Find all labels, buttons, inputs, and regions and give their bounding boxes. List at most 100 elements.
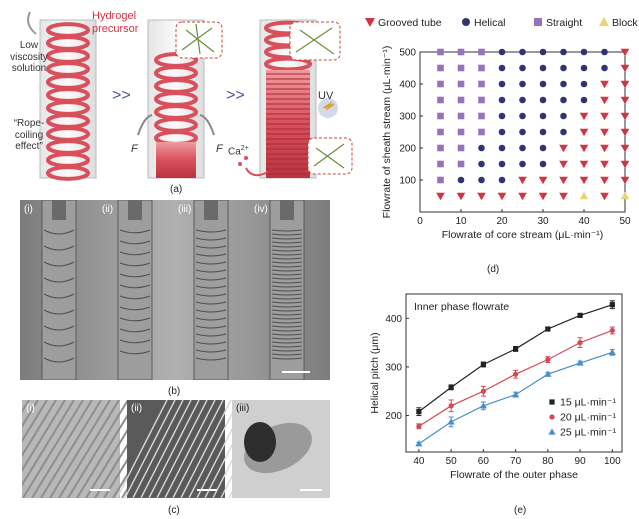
calcium-arrow bbox=[245, 167, 269, 177]
subpanel-b-iv: (iv) bbox=[254, 204, 268, 215]
data-point-straight bbox=[457, 128, 465, 136]
data-point-grooved-tube bbox=[600, 96, 609, 105]
x-tick-label-d: 30 bbox=[537, 216, 549, 227]
legend-label-d: Helical bbox=[474, 17, 506, 29]
data-point-helical bbox=[478, 176, 485, 184]
panel-b-micrographs bbox=[20, 199, 330, 381]
chart-e: 40 50 60 70 80 90 100 200 300 400 Flowrate of the … bbox=[369, 293, 623, 481]
crosslink-inset bbox=[307, 137, 353, 175]
data-point-helical bbox=[519, 144, 526, 152]
data-point-series-3 bbox=[415, 440, 423, 447]
data-point-straight bbox=[457, 160, 465, 168]
x-tick-label-e: 80 bbox=[542, 456, 554, 467]
caption-e: (e) bbox=[514, 505, 527, 516]
data-point-series-3 bbox=[576, 359, 584, 366]
hydrogel-precursor-label: Hydrogel precursor bbox=[92, 10, 139, 35]
data-point-block bbox=[620, 191, 630, 200]
data-point-helical bbox=[519, 48, 526, 56]
data-point-helical bbox=[498, 160, 506, 168]
chevron-icon-2: >> bbox=[226, 87, 245, 104]
micrograph-channels bbox=[41, 199, 305, 381]
data-point-helical bbox=[539, 48, 547, 56]
data-point-helical bbox=[498, 176, 506, 184]
data-point-grooved-tube bbox=[620, 80, 630, 89]
data-point-straight bbox=[457, 64, 465, 72]
data-point-grooved-tube bbox=[538, 192, 548, 201]
x-tick-label-e: 50 bbox=[446, 456, 458, 467]
x-tick-label-e: 90 bbox=[575, 456, 587, 467]
data-point-series-2 bbox=[545, 357, 551, 363]
x-tick-label-e: 40 bbox=[413, 456, 425, 467]
data-point-straight bbox=[437, 64, 444, 72]
legend-marker-grooved-tube bbox=[365, 18, 375, 27]
data-point-grooved-tube bbox=[620, 176, 630, 185]
data-point-grooved-tube bbox=[579, 160, 589, 169]
data-point-series-1 bbox=[513, 346, 519, 352]
data-point-helical bbox=[539, 160, 547, 168]
data-point-series-1 bbox=[577, 312, 583, 318]
data-point-series-3 bbox=[544, 370, 552, 377]
legend-label-series-2: 20 μL·min⁻¹ bbox=[560, 412, 616, 424]
data-point-series-3 bbox=[479, 402, 487, 409]
data-point-grooved-tube bbox=[579, 128, 589, 137]
data-point-helical bbox=[560, 48, 567, 56]
data-point-helical bbox=[539, 96, 547, 104]
y-tick-label-e: 300 bbox=[385, 362, 402, 373]
data-point-grooved-tube bbox=[620, 96, 630, 105]
data-point-helical bbox=[539, 80, 547, 88]
data-point-series-2 bbox=[609, 327, 615, 334]
chevron-icon-1: >> bbox=[112, 87, 131, 104]
panel-c-sem-images bbox=[22, 400, 330, 498]
sem-image-2 bbox=[127, 400, 225, 498]
chart-d: 0 10 20 30 40 50 100 200 300 400 500 Flowrate of co… bbox=[365, 17, 638, 241]
data-point-helical bbox=[519, 112, 526, 120]
data-point-series-2 bbox=[513, 371, 519, 377]
caption-b: (b) bbox=[168, 386, 181, 397]
legend-marker-helical bbox=[462, 18, 470, 26]
data-point-helical bbox=[601, 48, 608, 56]
data-point-grooved-tube bbox=[620, 112, 630, 121]
y-tick-label-d: 300 bbox=[399, 112, 416, 123]
panel-a: >> >> Low viscosity solution “Rope- coil… bbox=[0, 0, 360, 195]
subpanel-b-i: (i) bbox=[24, 204, 33, 215]
data-point-grooved-tube bbox=[600, 80, 609, 89]
data-point-series-2 bbox=[577, 340, 583, 346]
data-point-helical bbox=[498, 80, 506, 88]
lightning-icon bbox=[323, 101, 335, 111]
data-point-helical bbox=[539, 144, 547, 152]
data-point-straight bbox=[478, 128, 485, 136]
y-axis-label-d: Flowrate of sheath stream (μL·min⁻¹) bbox=[381, 46, 393, 219]
panel-c: (i) (ii) (iii) bbox=[22, 400, 330, 498]
y-tick-label-d: 500 bbox=[399, 48, 416, 59]
data-point-helical bbox=[519, 128, 526, 136]
legend-marker-series-1 bbox=[549, 399, 555, 405]
crosslink-icon bbox=[313, 143, 345, 169]
data-point-straight bbox=[437, 96, 444, 104]
data-point-grooved-tube bbox=[579, 176, 589, 185]
force-label-right: F bbox=[216, 143, 223, 155]
low-viscosity-label: Low viscosity solution bbox=[10, 40, 48, 74]
legend-marker-straight bbox=[534, 18, 542, 26]
y-tick-label-d: 200 bbox=[399, 144, 416, 155]
data-point-helical bbox=[580, 96, 588, 104]
data-point-grooved-tube bbox=[600, 144, 609, 153]
subpanel-c-i: (i) bbox=[26, 403, 35, 414]
data-point-straight bbox=[437, 48, 444, 56]
data-point-helical bbox=[539, 112, 547, 120]
data-point-straight bbox=[478, 48, 485, 56]
data-point-straight bbox=[457, 112, 465, 120]
calcium-ion-1 bbox=[238, 162, 242, 166]
data-point-grooved-tube bbox=[559, 160, 568, 169]
data-point-straight bbox=[457, 48, 465, 56]
data-point-grooved-tube bbox=[579, 112, 589, 121]
force-arrow-left bbox=[137, 114, 153, 136]
data-point-grooved-tube bbox=[497, 192, 507, 201]
x-axis-label-d: Flowrate of core stream (μL·min⁻¹) bbox=[442, 229, 604, 241]
tube-lumen bbox=[244, 422, 276, 462]
legend-label-d: Grooved tube bbox=[378, 17, 442, 29]
data-point-helical bbox=[580, 64, 588, 72]
caption-a: (a) bbox=[170, 184, 183, 195]
x-tick-label-d: 40 bbox=[578, 216, 590, 227]
x-tick-label-e: 100 bbox=[604, 456, 621, 467]
data-point-helical bbox=[498, 64, 506, 72]
